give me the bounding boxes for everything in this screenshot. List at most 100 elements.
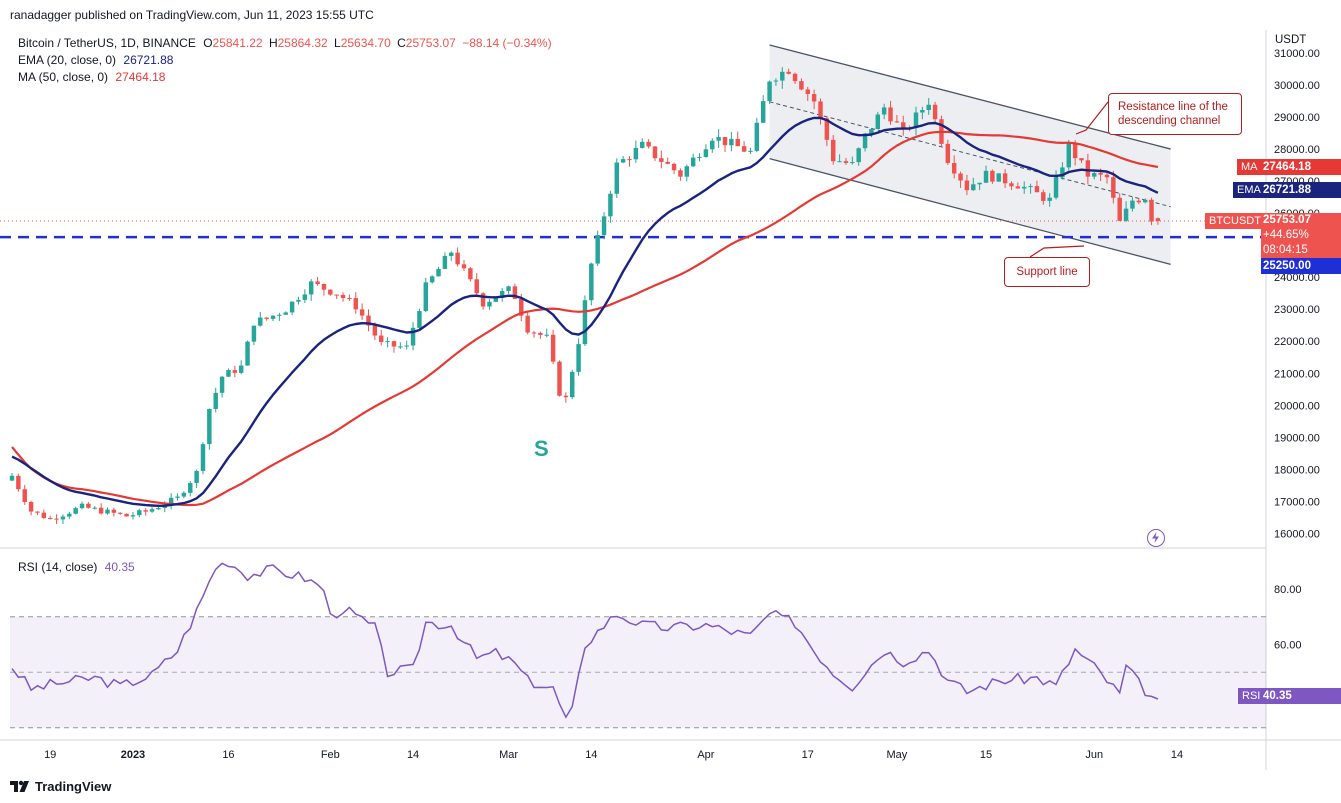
candle-body[interactable]	[703, 149, 709, 157]
candle-body[interactable]	[321, 284, 327, 290]
candle-body[interactable]	[353, 298, 358, 310]
candle-body[interactable]	[16, 475, 21, 490]
candle-body[interactable]	[54, 518, 59, 520]
candle-body[interactable]	[258, 317, 263, 326]
candle-body[interactable]	[487, 301, 492, 307]
candle-body[interactable]	[188, 483, 193, 493]
candle-body[interactable]	[659, 158, 664, 162]
candle-body[interactable]	[340, 294, 346, 299]
candle-body[interactable]	[117, 512, 123, 514]
candle-body[interactable]	[359, 309, 365, 316]
candle-body[interactable]	[760, 101, 766, 123]
candle-body[interactable]	[1053, 177, 1059, 198]
candle-body[interactable]	[862, 133, 868, 149]
candle-body[interactable]	[1149, 199, 1154, 222]
candle-body[interactable]	[538, 332, 543, 335]
symbol-legend[interactable]: Bitcoin / TetherUS, 1D, BINANCE O25841.2…	[18, 36, 552, 50]
candle-body[interactable]	[767, 81, 772, 102]
candle-body[interactable]	[843, 161, 849, 163]
candle-body[interactable]	[219, 376, 225, 393]
candle-body[interactable]	[194, 470, 199, 484]
candle-body[interactable]	[1085, 160, 1091, 177]
candle-body[interactable]	[932, 104, 938, 120]
candle-body[interactable]	[67, 513, 72, 517]
candle-body[interactable]	[1009, 183, 1014, 187]
candle-body[interactable]	[1136, 200, 1142, 203]
candle-body[interactable]	[41, 512, 47, 519]
candle-body[interactable]	[410, 327, 416, 346]
candle-body[interactable]	[251, 325, 257, 342]
candle-body[interactable]	[207, 408, 212, 445]
candle-body[interactable]	[665, 161, 670, 164]
rsi-line[interactable]	[11, 562, 1159, 719]
s-marker[interactable]: S	[534, 436, 549, 461]
candle-body[interactable]	[805, 89, 810, 95]
candle-body[interactable]	[404, 345, 409, 347]
candle-body[interactable]	[232, 370, 238, 373]
candle-body[interactable]	[748, 150, 753, 152]
candle-body[interactable]	[958, 173, 963, 181]
candle-body[interactable]	[754, 122, 760, 151]
candle-body[interactable]	[1034, 186, 1040, 193]
candle-body[interactable]	[652, 146, 658, 159]
candle-body[interactable]	[499, 291, 505, 298]
candle-body[interactable]	[28, 502, 34, 512]
candle-body[interactable]	[620, 159, 626, 163]
candle-body[interactable]	[1155, 218, 1161, 222]
candle-body[interactable]	[1002, 173, 1008, 184]
candle-body[interactable]	[741, 146, 747, 152]
candle-body[interactable]	[111, 509, 117, 513]
candle-body[interactable]	[773, 80, 779, 82]
candle-body[interactable]	[200, 444, 206, 471]
candle-body[interactable]	[983, 170, 989, 183]
candle-body[interactable]	[137, 510, 142, 516]
candle-body[interactable]	[92, 507, 97, 509]
candle-body[interactable]	[671, 163, 677, 171]
candle-body[interactable]	[690, 157, 696, 167]
candle-body[interactable]	[856, 148, 861, 163]
candle-body[interactable]	[181, 492, 187, 497]
candle-body[interactable]	[646, 141, 651, 147]
candle-body[interactable]	[1066, 142, 1072, 168]
candle-body[interactable]	[149, 509, 155, 512]
candle-body[interactable]	[328, 289, 333, 295]
rsi-legend[interactable]: RSI (14, close) 40.35	[18, 560, 135, 574]
candle-body[interactable]	[582, 300, 588, 345]
candle-body[interactable]	[818, 101, 823, 119]
candle-body[interactable]	[996, 173, 1001, 182]
candle-body[interactable]	[557, 361, 562, 396]
candle-body[interactable]	[881, 107, 887, 115]
candle-body[interactable]	[1092, 173, 1097, 177]
ma50-line[interactable]	[11, 130, 1159, 507]
candle-body[interactable]	[519, 298, 524, 316]
candle-body[interactable]	[589, 263, 594, 301]
candle-body[interactable]	[9, 475, 15, 481]
candle-body[interactable]	[226, 370, 231, 377]
candle-body[interactable]	[920, 109, 925, 113]
resistance-callout[interactable]: Resistance line of the descending channe…	[1108, 93, 1242, 135]
candle-body[interactable]	[143, 510, 148, 512]
candle-body[interactable]	[474, 279, 479, 294]
candle-body[interactable]	[302, 294, 308, 300]
candle-body[interactable]	[270, 315, 276, 319]
candle-body[interactable]	[913, 112, 919, 129]
candle-body[interactable]	[569, 371, 575, 398]
candle-body[interactable]	[1041, 192, 1046, 201]
candle-body[interactable]	[334, 294, 339, 296]
candle-body[interactable]	[684, 166, 690, 177]
candle-body[interactable]	[455, 252, 460, 265]
candle-body[interactable]	[531, 332, 537, 334]
candle-body[interactable]	[977, 182, 982, 185]
candle-body[interactable]	[633, 147, 639, 160]
candle-body[interactable]	[436, 268, 441, 277]
candle-body[interactable]	[595, 235, 600, 264]
support-callout[interactable]: Support line	[1004, 257, 1090, 287]
candle-body[interactable]	[710, 140, 715, 150]
candle-body[interactable]	[47, 518, 53, 520]
candle-body[interactable]	[1072, 142, 1078, 159]
candle-body[interactable]	[423, 282, 429, 312]
candle-body[interactable]	[837, 161, 842, 163]
candle-body[interactable]	[1104, 174, 1110, 178]
candle-body[interactable]	[1117, 197, 1122, 221]
